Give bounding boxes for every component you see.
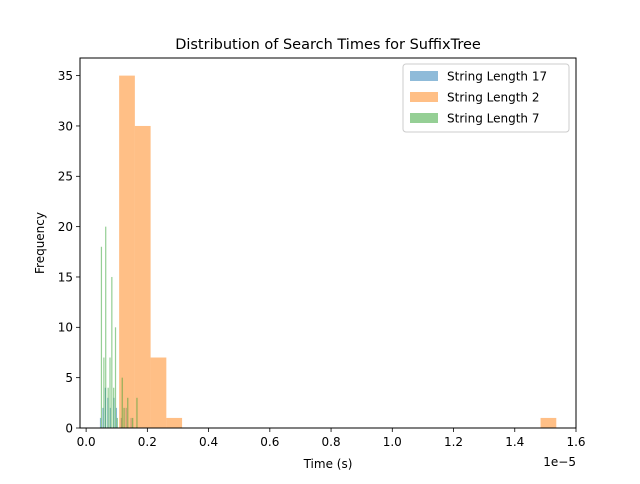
x-tick-label: 1.2 — [444, 435, 463, 449]
histogram-bar — [109, 357, 111, 428]
series-3-bars — [100, 226, 138, 428]
histogram-bar — [102, 407, 104, 428]
chart-title: Distribution of Search Times for SuffixT… — [175, 37, 481, 53]
histogram-bar — [114, 327, 117, 428]
histogram-bar — [127, 397, 129, 428]
y-tick-label: 15 — [58, 270, 73, 284]
legend-label: String Length 7 — [447, 112, 539, 126]
y-tick-label: 30 — [58, 119, 73, 133]
histogram-bar — [121, 377, 123, 428]
x-tick-label: 0.8 — [322, 435, 341, 449]
histogram-bar — [115, 407, 118, 428]
x-tick-label: 0.2 — [138, 435, 157, 449]
legend-swatch — [410, 113, 438, 123]
y-tick-label: 25 — [58, 170, 73, 184]
histogram-bar — [540, 417, 557, 428]
x-axis: 0.0 0.2 0.4 0.6 0.8 1.0 1.2 1.4 1.6 — [77, 428, 586, 449]
y-tick-label: 20 — [58, 220, 73, 234]
y-tick-label: 10 — [58, 321, 73, 335]
y-tick-label: 35 — [58, 69, 73, 83]
histogram-bar — [111, 276, 113, 428]
histogram-bar — [150, 357, 167, 428]
legend-swatch — [410, 92, 438, 102]
legend-label: String Length 17 — [447, 70, 547, 84]
histogram-bar — [113, 387, 115, 428]
legend-swatch — [410, 71, 438, 81]
x-tick-label: 0.6 — [260, 435, 279, 449]
legend: String Length 17 String Length 2 String Le… — [402, 63, 570, 133]
histogram-bar — [99, 417, 102, 428]
histogram-bar — [134, 125, 151, 429]
histogram-bar — [100, 246, 103, 428]
histogram-bar — [132, 417, 134, 428]
histogram-bar — [166, 417, 183, 428]
y-tick-label: 0 — [65, 421, 73, 435]
histogram-bar — [136, 397, 138, 428]
histogram-bar — [116, 417, 118, 428]
histogram-bar — [119, 75, 135, 429]
x-tick-label: 1.0 — [383, 435, 402, 449]
legend-label: String Length 2 — [447, 91, 539, 105]
x-axis-label: Time (s) — [303, 457, 353, 471]
x-tick-label: 1.6 — [566, 435, 585, 449]
histogram-bar — [103, 357, 105, 428]
x-tick-label: 0.0 — [77, 435, 96, 449]
legend-box — [402, 63, 570, 133]
x-axis-scale-label: 1e−5 — [543, 455, 576, 469]
x-tick-label: 0.4 — [199, 435, 218, 449]
x-tick-label: 1.4 — [505, 435, 524, 449]
y-axis: 0 5 10 15 20 25 30 35 — [58, 69, 80, 435]
y-tick-label: 5 — [65, 371, 73, 385]
bars-layer — [99, 75, 557, 429]
series-2-bars — [119, 75, 557, 429]
y-axis-label: Frequency — [33, 212, 47, 274]
histogram-bar — [123, 407, 125, 428]
histogram-bar — [105, 226, 107, 428]
histogram-bar — [107, 387, 109, 428]
plot-frame — [79, 57, 577, 429]
